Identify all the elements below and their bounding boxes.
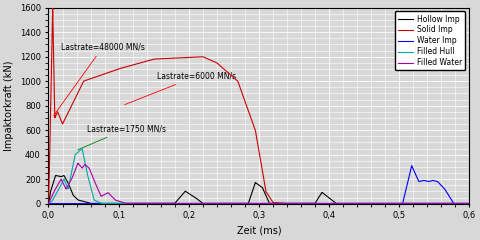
Filled Water xyxy=(267,202,273,205)
Filled Water xyxy=(68,180,73,182)
Filled Hull xyxy=(267,202,273,205)
Solid Imp xyxy=(46,202,51,205)
Line: Hollow Imp: Hollow Imp xyxy=(48,175,469,204)
Filled Hull xyxy=(467,202,472,205)
Filled Water xyxy=(108,194,114,197)
Filled Water xyxy=(261,202,267,205)
Hollow Imp xyxy=(68,188,73,191)
Hollow Imp xyxy=(46,202,51,205)
Water Imp xyxy=(68,202,73,205)
Solid Imp xyxy=(50,6,56,9)
Water Imp xyxy=(301,202,307,205)
Filled Hull xyxy=(301,202,307,205)
Solid Imp xyxy=(155,58,160,60)
Hollow Imp xyxy=(155,202,160,205)
Filled Hull xyxy=(79,147,85,150)
Line: Solid Imp: Solid Imp xyxy=(48,8,469,204)
Solid Imp xyxy=(467,202,472,205)
Solid Imp xyxy=(68,106,73,109)
Solid Imp xyxy=(261,179,267,181)
Line: Water Imp: Water Imp xyxy=(48,166,469,204)
Text: Lastrate=1750 MN/s: Lastrate=1750 MN/s xyxy=(78,124,166,150)
Filled Water xyxy=(301,202,307,205)
Hollow Imp xyxy=(53,174,59,177)
Y-axis label: Impaktorkraft (kN): Impaktorkraft (kN) xyxy=(4,60,14,151)
Filled Hull xyxy=(46,202,51,205)
Water Imp xyxy=(46,202,51,205)
Solid Imp xyxy=(108,70,114,73)
Filled Water xyxy=(467,202,472,205)
Filled Hull xyxy=(155,202,160,205)
Hollow Imp xyxy=(301,202,307,205)
Filled Water xyxy=(155,202,160,205)
Hollow Imp xyxy=(467,202,472,205)
Text: Lastrate=6000 MN/s: Lastrate=6000 MN/s xyxy=(125,72,236,105)
Water Imp xyxy=(267,202,273,205)
Filled Water xyxy=(46,202,51,205)
Water Imp xyxy=(261,202,267,205)
X-axis label: Zeit (ms): Zeit (ms) xyxy=(237,226,281,236)
Line: Filled Water: Filled Water xyxy=(48,163,469,204)
Solid Imp xyxy=(301,202,307,205)
Water Imp xyxy=(467,202,472,205)
Solid Imp xyxy=(267,196,273,199)
Line: Filled Hull: Filled Hull xyxy=(48,149,469,204)
Hollow Imp xyxy=(261,190,267,192)
Water Imp xyxy=(108,202,114,205)
Filled Hull xyxy=(261,202,267,205)
Filled Hull xyxy=(108,202,114,205)
Filled Hull xyxy=(68,175,73,178)
Water Imp xyxy=(155,202,160,205)
Legend: Hollow Imp, Solid Imp, Water Imp, Filled Hull, Filled Water: Hollow Imp, Solid Imp, Water Imp, Filled… xyxy=(395,12,466,70)
Filled Water xyxy=(75,162,81,165)
Text: Lastrate=48000 MN/s: Lastrate=48000 MN/s xyxy=(54,42,145,116)
Water Imp xyxy=(409,164,415,167)
Hollow Imp xyxy=(267,202,273,205)
Hollow Imp xyxy=(108,202,114,205)
